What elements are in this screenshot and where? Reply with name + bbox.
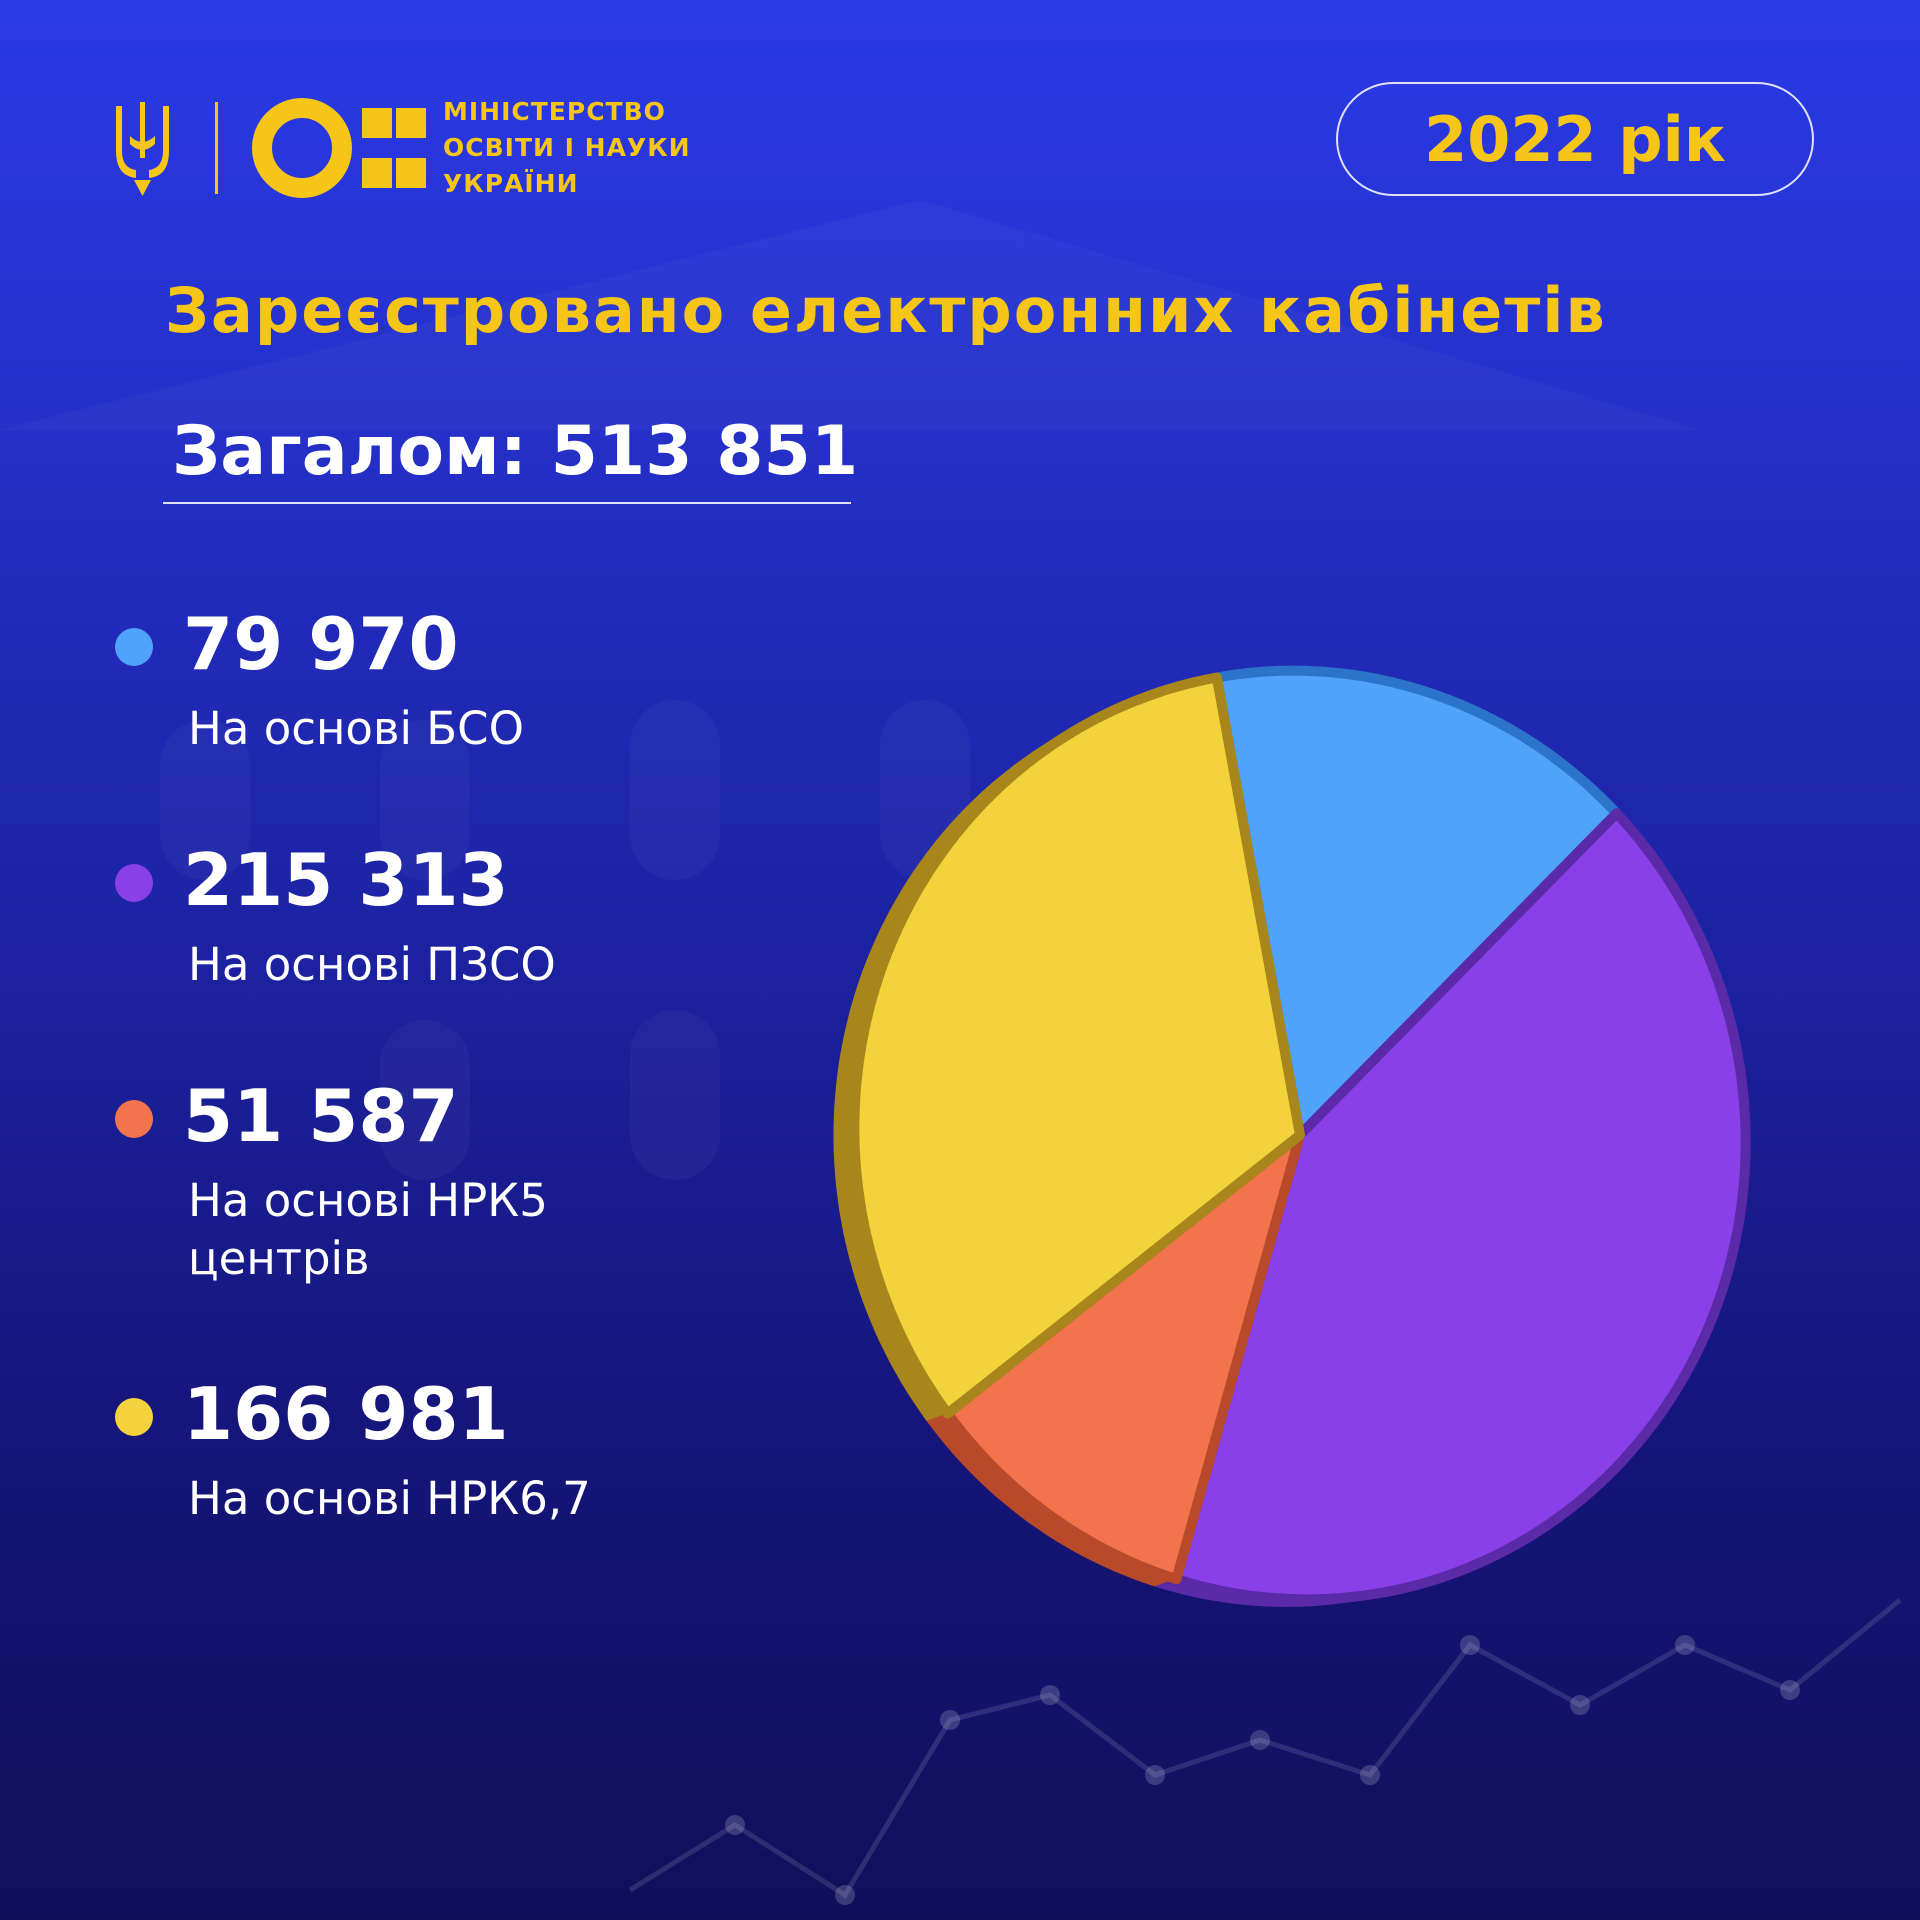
legend-label: На основі БСО — [188, 700, 524, 758]
legend-value: 166 981 — [183, 1372, 509, 1456]
total-underline — [163, 502, 851, 504]
pie-chart — [833, 665, 1751, 1607]
legend-dot — [115, 1398, 153, 1436]
pie-slice — [1211, 665, 1622, 1140]
chart-title: Зареєстровано електронних кабінетів — [165, 274, 1607, 347]
legend-value: 79 970 — [183, 602, 459, 686]
legend-value: 215 313 — [183, 838, 509, 922]
pie-slice — [942, 1130, 1305, 1585]
ministry-name-line-2: ОСВІТИ І НАУКИ — [443, 133, 691, 162]
legend-dot — [115, 1100, 153, 1138]
ministry-logo — [116, 98, 426, 198]
ministry-name-line-3: УКРАЇНИ — [443, 169, 579, 198]
legend-label-line: На основі БСО — [188, 702, 524, 755]
legend-label-line: На основі НРК6,7 — [188, 1472, 591, 1525]
trident-icon — [116, 102, 169, 196]
legend-label-line: На основі ПЗСО — [188, 938, 556, 991]
legend-dot — [115, 864, 153, 902]
ministry-name: МІНІСТЕРСТВО ОСВІТИ І НАУКИ УКРАЇНИ — [443, 94, 691, 202]
ministry-name-line-1: МІНІСТЕРСТВО — [443, 97, 666, 126]
pie-slice — [1171, 808, 1751, 1605]
legend-label-line: центрів — [188, 1232, 370, 1285]
mon-logo-icon — [252, 98, 426, 198]
legend-dot — [115, 628, 153, 666]
legend-label: На основі НРК5 центрів — [188, 1172, 548, 1288]
year-badge: 2022 рік — [1336, 82, 1814, 196]
pie-slice — [849, 672, 1305, 1419]
legend-value: 51 587 — [183, 1074, 459, 1158]
legend-label: На основі НРК6,7 — [188, 1470, 591, 1528]
legend-label-line: На основі НРК5 — [188, 1174, 548, 1227]
total-count: Загалом: 513 851 — [172, 412, 859, 491]
legend-label: На основі ПЗСО — [188, 936, 556, 994]
logo-divider — [215, 102, 218, 194]
